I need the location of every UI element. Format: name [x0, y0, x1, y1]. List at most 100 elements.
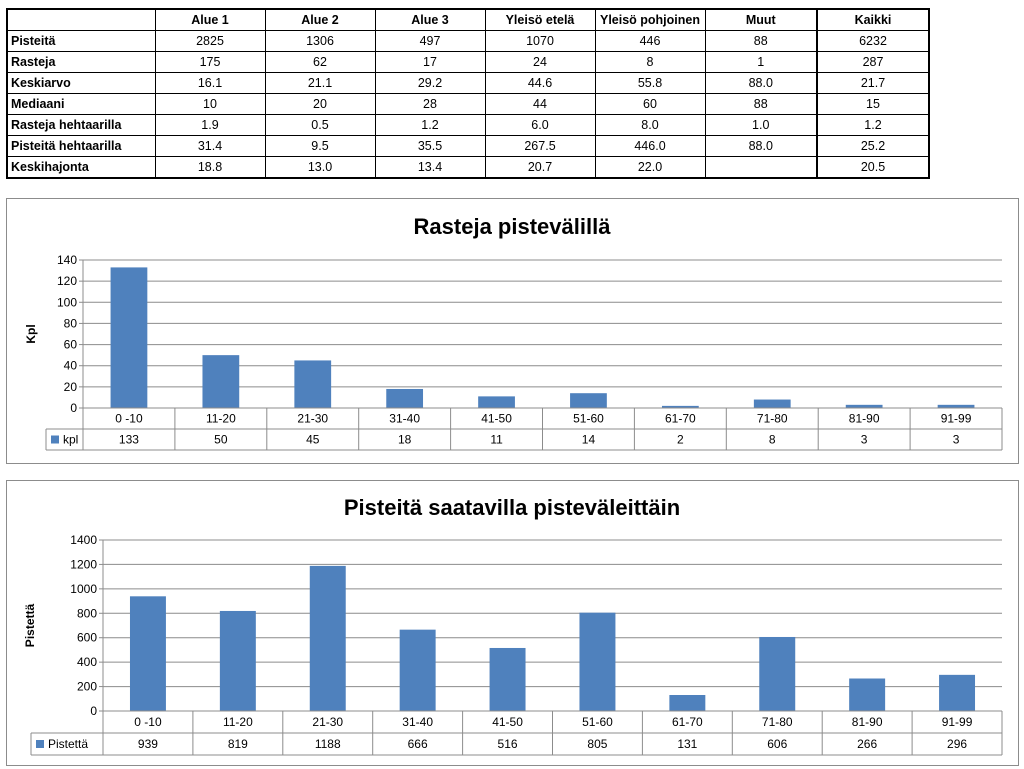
table-cell: 22.0 [594, 156, 706, 179]
x-tick-label: 51-60 [573, 412, 604, 426]
y-tick-label: 200 [77, 680, 97, 694]
row-label: Mediaani [6, 93, 156, 115]
table-cell: 29.2 [374, 72, 486, 94]
data-label: 516 [498, 737, 518, 751]
bar [669, 694, 706, 711]
table-cell: 60 [594, 93, 706, 115]
y-tick-label: 100 [57, 295, 77, 309]
table-cell: 6.0 [484, 114, 596, 136]
table-cell: 15 [816, 93, 930, 115]
y-tick-label: 0 [70, 401, 77, 415]
x-tick-label: 91-99 [941, 412, 972, 426]
table-cell: 20 [264, 93, 376, 115]
y-tick-label: 1200 [70, 557, 97, 571]
bar [849, 678, 886, 711]
bar [753, 399, 791, 408]
bar [129, 596, 166, 711]
table-cell: 1.9 [154, 114, 266, 136]
table-cell: 88 [704, 93, 818, 115]
y-tick-label: 1000 [70, 582, 97, 596]
data-label: 18 [398, 433, 412, 447]
table-cell: 44 [484, 93, 596, 115]
row-label: Rasteja [6, 51, 156, 73]
table-cell: 1070 [484, 30, 596, 52]
table-cell: 28 [374, 93, 486, 115]
table-cell: 31.4 [154, 135, 266, 157]
bar [937, 404, 975, 408]
table-row: Rasteja hehtaarilla 1.9 0.5 1.2 6.0 8.0 1.0 1.2 [6, 114, 930, 136]
bar [110, 267, 148, 408]
x-tick-label: 21-30 [297, 412, 328, 426]
y-tick-label: 20 [64, 380, 78, 394]
table-cell: 35.5 [374, 135, 486, 157]
table-cell: 88 [704, 30, 818, 52]
x-tick-label: 71-80 [762, 715, 793, 729]
bar [386, 388, 424, 408]
bar [759, 636, 796, 711]
table-cell: 6232 [816, 30, 930, 52]
table-cell: 20.7 [484, 156, 596, 179]
data-label: 8 [769, 433, 776, 447]
data-label: 819 [228, 737, 248, 751]
chart-pisteita: Pisteitä saatavilla pisteväleittäin 0 200 4… [23, 495, 1003, 756]
x-tick-label: 0 -10 [115, 412, 143, 426]
data-label: 266 [857, 737, 877, 751]
y-tick-label: 600 [77, 631, 97, 645]
x-tick-label: 41-50 [481, 412, 512, 426]
statistics-table: Alue 1 Alue 2 Alue 3 Yleisö etelä Yleisö… [6, 8, 930, 179]
x-tick-label: 0 -10 [134, 715, 162, 729]
table-cell: 62 [264, 51, 376, 73]
row-label: Keskiarvo [6, 72, 156, 94]
table-header-cell [6, 8, 156, 31]
table-cell: 2825 [154, 30, 266, 52]
bar [579, 612, 616, 711]
table-cell: 1.0 [704, 114, 818, 136]
y-axis-label: Kpl [24, 324, 38, 343]
y-axis-label: Pistettä [23, 604, 37, 648]
table-cell: 267.5 [484, 135, 596, 157]
table-cell: 1 [704, 51, 818, 73]
bar [570, 393, 607, 408]
data-label: 3 [861, 433, 868, 447]
data-label: 131 [677, 737, 697, 751]
table-cell: 16.1 [154, 72, 266, 94]
legend-label: Pistettä [48, 737, 88, 751]
data-label: 2 [677, 433, 684, 447]
table-cell: 9.5 [264, 135, 376, 157]
table-cell: 8.0 [594, 114, 706, 136]
table-row: Mediaani 10 20 28 44 60 88 15 [6, 93, 930, 115]
table-cell: 21.1 [264, 72, 376, 94]
table-cell: 8 [594, 51, 706, 73]
x-tick-label: 31-40 [402, 715, 433, 729]
bar [489, 647, 526, 711]
x-tick-label: 41-50 [492, 715, 523, 729]
y-tick-label: 800 [77, 606, 97, 620]
row-label: Pisteitä [6, 30, 156, 52]
chart-pisteita-panel: Pisteitä saatavilla pisteväleittäin 0 200 4… [6, 480, 1019, 766]
table-cell: 10 [154, 93, 266, 115]
y-tick-label: 1400 [70, 533, 97, 547]
data-label: 666 [408, 737, 428, 751]
y-tick-label: 80 [64, 316, 78, 330]
table-row: Pisteitä hehtaarilla 31.4 9.5 35.5 267.5 446.… [6, 135, 930, 157]
table-cell: 175 [154, 51, 266, 73]
y-tick-label: 140 [57, 253, 77, 267]
y-tick-label: 0 [90, 704, 97, 718]
x-tick-label: 61-70 [665, 412, 696, 426]
table-row: Pisteitä 2825 1306 497 1070 446 88 6232 [6, 30, 930, 52]
bar [845, 404, 883, 408]
table-cell: 13.4 [374, 156, 486, 179]
table-cell: 497 [374, 30, 486, 52]
data-label: 133 [119, 433, 139, 447]
data-label: 296 [947, 737, 967, 751]
table-header-cell: Yleisö etelä [484, 8, 596, 31]
y-tick-label: 60 [64, 338, 78, 352]
table-cell: 17 [374, 51, 486, 73]
table-cell: 446 [594, 30, 706, 52]
y-tick-label: 120 [57, 274, 77, 288]
chart-rasteja-panel: Rasteja pistevälillä 0 20 40 60 80 100 120 140 Kp… [6, 198, 1019, 464]
table-cell [704, 156, 818, 179]
x-tick-label: 11-20 [223, 715, 253, 729]
bar [399, 629, 436, 711]
legend-key [36, 740, 44, 748]
